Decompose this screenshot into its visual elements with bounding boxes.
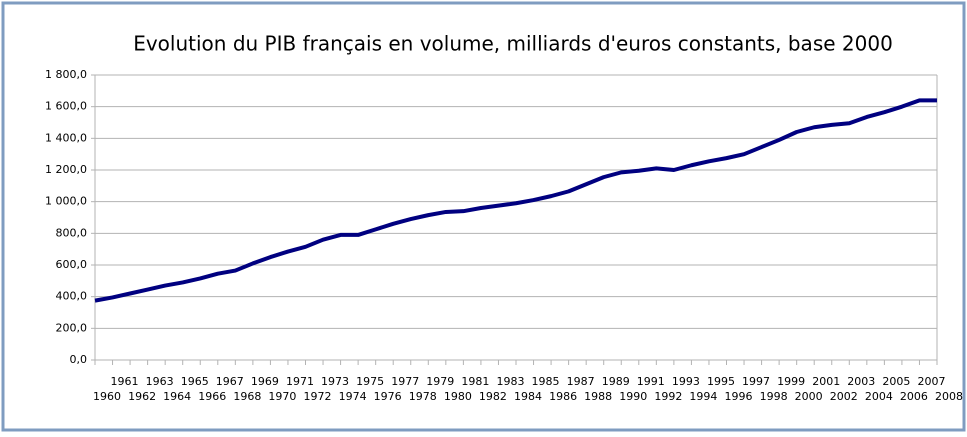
- x-tick-label: 1997: [742, 375, 770, 388]
- x-tick-label: 1970: [268, 390, 296, 403]
- x-tick-label: 1990: [619, 390, 647, 403]
- x-tick-label: 1987: [567, 375, 595, 388]
- x-tick-label: 1972: [304, 390, 332, 403]
- x-tick-label: 1979: [426, 375, 454, 388]
- x-tick-label: 1971: [286, 375, 314, 388]
- x-tick-label: 1988: [584, 390, 612, 403]
- x-tick-label: 2001: [812, 375, 840, 388]
- y-tick-label: 1 400,0: [45, 131, 87, 144]
- x-tick-label: 1967: [216, 375, 244, 388]
- y-tick-label: 1 200,0: [45, 163, 87, 176]
- x-tick-label: 1989: [602, 375, 630, 388]
- x-tick-label: 1994: [689, 390, 717, 403]
- y-tick-label: 0,0: [70, 353, 88, 366]
- y-tick-label: 400,0: [56, 290, 88, 303]
- x-tick-label: 1986: [549, 390, 577, 403]
- x-tick-label: 2000: [795, 390, 823, 403]
- x-tick-label: 2008: [935, 390, 963, 403]
- x-tick-label: 1982: [479, 390, 507, 403]
- x-tick-label: 1985: [532, 375, 560, 388]
- x-tick-label: 1991: [637, 375, 665, 388]
- x-tick-label: 2003: [847, 375, 875, 388]
- x-tick-label: 1996: [725, 390, 753, 403]
- x-tick-label: 1977: [391, 375, 419, 388]
- x-tick-label: 1998: [760, 390, 788, 403]
- y-tick-label: 1 800,0: [45, 68, 87, 81]
- x-tick-label: 1960: [93, 390, 121, 403]
- x-tick-label: 1999: [777, 375, 805, 388]
- y-tick-label: 600,0: [56, 258, 88, 271]
- x-tick-label: 1962: [128, 390, 156, 403]
- x-tick-label: 1961: [111, 375, 139, 388]
- x-tick-label: 2004: [865, 390, 893, 403]
- y-tick-label: 1 600,0: [45, 100, 87, 113]
- x-tick-label: 1995: [707, 375, 735, 388]
- chart-title: Evolution du PIB français en volume, mil…: [133, 32, 893, 56]
- y-tick-label: 1 000,0: [45, 195, 87, 208]
- x-tick-label: 1975: [356, 375, 384, 388]
- x-tick-label: 1981: [461, 375, 489, 388]
- x-tick-label: 2002: [830, 390, 858, 403]
- x-tick-label: 2005: [882, 375, 910, 388]
- x-tick-label: 1978: [409, 390, 437, 403]
- y-tick-label: 200,0: [56, 321, 88, 334]
- x-tick-label: 1968: [233, 390, 261, 403]
- x-tick-label: 1963: [146, 375, 174, 388]
- x-tick-label: 1974: [339, 390, 367, 403]
- x-tick-label: 1983: [496, 375, 524, 388]
- x-tick-label: 1980: [444, 390, 472, 403]
- y-tick-label: 800,0: [56, 226, 88, 239]
- x-tick-label: 1984: [514, 390, 542, 403]
- x-tick-label: 2007: [917, 375, 945, 388]
- x-tick-label: 2006: [900, 390, 928, 403]
- x-tick-label: 1966: [198, 390, 226, 403]
- x-tick-label: 1976: [374, 390, 402, 403]
- data-line: [94, 98, 937, 303]
- x-tick-label: 1993: [672, 375, 700, 388]
- x-tick-label: 1969: [251, 375, 279, 388]
- x-tick-label: 1973: [321, 375, 349, 388]
- x-tick-label: 1965: [181, 375, 209, 388]
- x-tick-label: 1964: [163, 390, 191, 403]
- x-tick-label: 1992: [654, 390, 682, 403]
